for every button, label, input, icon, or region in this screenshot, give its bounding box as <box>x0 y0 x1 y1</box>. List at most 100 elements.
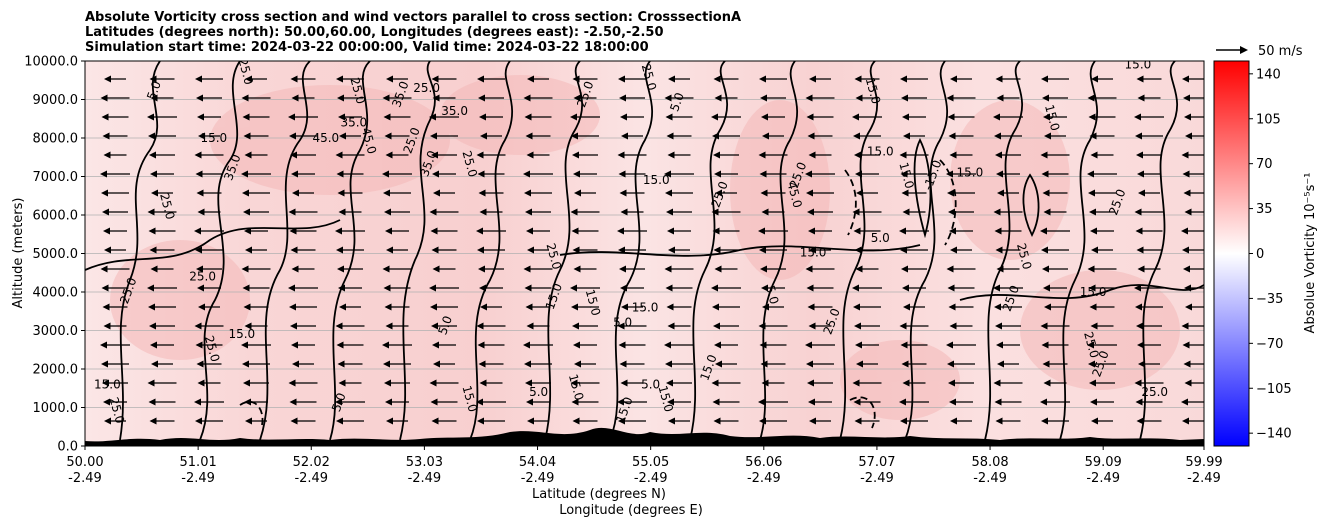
wind-vector-head <box>948 379 955 387</box>
wind-vector-head <box>196 360 204 368</box>
wind-vector-head <box>666 208 673 216</box>
wind-vector-head <box>290 151 297 159</box>
title-line-2: Latitudes (degrees north): 50.00,60.00, … <box>85 25 664 40</box>
wind-vector-head <box>1090 227 1097 235</box>
wind-vector-head <box>760 360 768 368</box>
vorticity-patch <box>840 340 960 420</box>
wind-vector-head <box>196 265 203 273</box>
wind-vector-head <box>809 75 816 83</box>
wind-vector-head <box>993 208 1001 216</box>
colorbar-tick-label: 70 <box>1256 157 1273 172</box>
wind-vector-head <box>386 75 393 83</box>
wind-vector-head <box>666 303 674 311</box>
wind-vector-head <box>759 170 767 178</box>
wind-vector-head <box>336 417 343 425</box>
wind-vector-head <box>431 151 438 159</box>
colorbar-label: Absolue Vorticity 10⁻⁵s⁻¹ <box>1303 173 1318 334</box>
wind-vector-head <box>900 75 907 83</box>
wind-vector-head <box>808 227 815 235</box>
wind-vector-head <box>666 132 674 140</box>
wind-vector-head <box>617 151 625 159</box>
wind-vector-head <box>432 265 440 273</box>
wind-vector-head <box>290 322 297 330</box>
vorticity-patch <box>110 240 250 360</box>
wind-vector-head <box>151 189 158 197</box>
colorbar-tick-label: −35 <box>1256 292 1283 307</box>
wind-vector-head <box>100 170 107 178</box>
wind-vector-head <box>619 360 627 368</box>
wind-vector-head <box>335 322 343 330</box>
wind-vector-head <box>149 322 156 330</box>
wind-vector-head <box>526 227 533 235</box>
wind-vector-head <box>900 170 908 178</box>
wind-vector-head <box>289 398 297 406</box>
wind-vector-head <box>1088 284 1096 292</box>
wind-vector-head <box>338 379 346 387</box>
wind-vector-head <box>290 246 298 254</box>
wind-vector-head <box>478 189 486 197</box>
wind-vector-head <box>949 151 957 159</box>
wind-vector-head <box>665 284 673 292</box>
wind-vector-head <box>665 360 672 368</box>
wind-vector-head <box>570 113 577 121</box>
wind-vector-head <box>243 379 250 387</box>
y-tick-label: 1000.0 <box>33 401 79 416</box>
wind-vector-head <box>664 341 671 349</box>
wind-vector-head <box>1183 360 1191 368</box>
wind-vector-head <box>620 208 628 216</box>
wind-vector-head <box>668 246 675 254</box>
wind-vector-head <box>476 151 484 159</box>
grid <box>85 99 1204 408</box>
wind-vector-head <box>902 208 910 216</box>
contour-line <box>119 61 161 441</box>
contour-label: 45.0 <box>784 180 804 209</box>
wind-vector-head <box>572 322 579 330</box>
contour-label: 15.0 <box>583 288 603 317</box>
wind-vector-head <box>994 303 1001 311</box>
wind-vector-head <box>1088 360 1095 368</box>
wind-vector-head <box>808 322 816 330</box>
contour-label: 45.0 <box>359 126 379 155</box>
title-line-1: Absolute Vorticity cross section and win… <box>85 10 741 25</box>
wind-vector-head <box>1138 360 1145 368</box>
wind-vector-head <box>852 113 859 121</box>
wind-vector-head <box>808 151 816 159</box>
wind-vector-head <box>807 132 815 140</box>
wind-vector-head <box>429 113 436 121</box>
wind-vector-head <box>195 417 202 425</box>
wind-vector-head <box>291 170 298 178</box>
wind-vector-head <box>337 265 344 273</box>
colorbar-tick-label: 105 <box>1256 112 1281 127</box>
wind-vector-head <box>805 341 812 349</box>
wind-vector-head <box>620 284 627 292</box>
wind-vector-head <box>477 246 484 254</box>
wind-vector-head <box>147 113 154 121</box>
wind-vector-head <box>335 151 343 159</box>
wind-vector-head <box>1040 322 1048 330</box>
wind-vector-head <box>903 303 910 311</box>
x-tick-label-lon: -2.49 <box>68 471 102 486</box>
wind-vector-head <box>994 132 1001 140</box>
wind-vector-head <box>197 208 205 216</box>
wind-vector-head <box>150 341 157 349</box>
wind-vector-head <box>854 246 862 254</box>
wind-vector-head <box>148 398 156 406</box>
contour-label: 15.0 <box>228 327 255 341</box>
wind-vector-head <box>195 246 202 254</box>
wind-vector-head <box>714 341 721 349</box>
wind-vector-head <box>523 94 531 102</box>
wind-vector-head <box>618 75 625 83</box>
x-tick-label-lon: -2.49 <box>1187 471 1221 486</box>
wind-vector-head <box>338 284 345 292</box>
wind-vector-head <box>148 132 155 140</box>
wind-vector-head <box>759 341 767 349</box>
wind-vector-head <box>523 341 530 349</box>
wind-vector-head <box>194 322 202 330</box>
wind-vector-head <box>668 417 675 425</box>
wind-vector-head <box>573 170 580 178</box>
wind-vector-head <box>523 170 530 178</box>
wind-vector-head <box>383 113 391 121</box>
wind-vector-head <box>899 227 906 235</box>
wind-vector-head <box>902 284 909 292</box>
wind-vector-head <box>101 360 108 368</box>
